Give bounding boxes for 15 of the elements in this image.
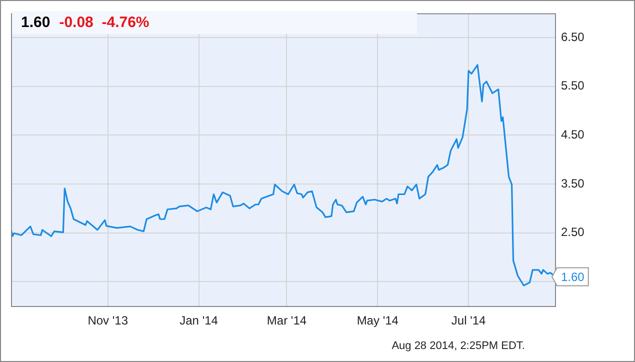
x-tick-label: May '14 — [356, 314, 399, 328]
x-tick-label: Mar '14 — [266, 314, 307, 328]
header-panel: 1.60 -0.08 -4.76% — [12, 11, 417, 34]
y-tick-label: 3.50 — [561, 176, 585, 190]
text: Aug 28 2014, 2:25PM EDT. — [392, 340, 525, 352]
chart-subtitle: -0.08 -4.76% — [59, 14, 150, 31]
y-tick-label: 4.50 — [561, 128, 585, 142]
y-tick-label: 5.50 — [561, 78, 585, 93]
x-tick-label: Nov '13 — [88, 314, 128, 328]
x-tick-label: Jan '14 — [180, 314, 218, 328]
annotation: 1.60 — [561, 270, 585, 284]
chart-title: 1.60 — [21, 14, 50, 31]
y-tick-label: 2.50 — [561, 225, 585, 240]
y-tick-label: 6.50 — [561, 30, 585, 44]
x-tick-label: Jul '14 — [451, 314, 486, 328]
